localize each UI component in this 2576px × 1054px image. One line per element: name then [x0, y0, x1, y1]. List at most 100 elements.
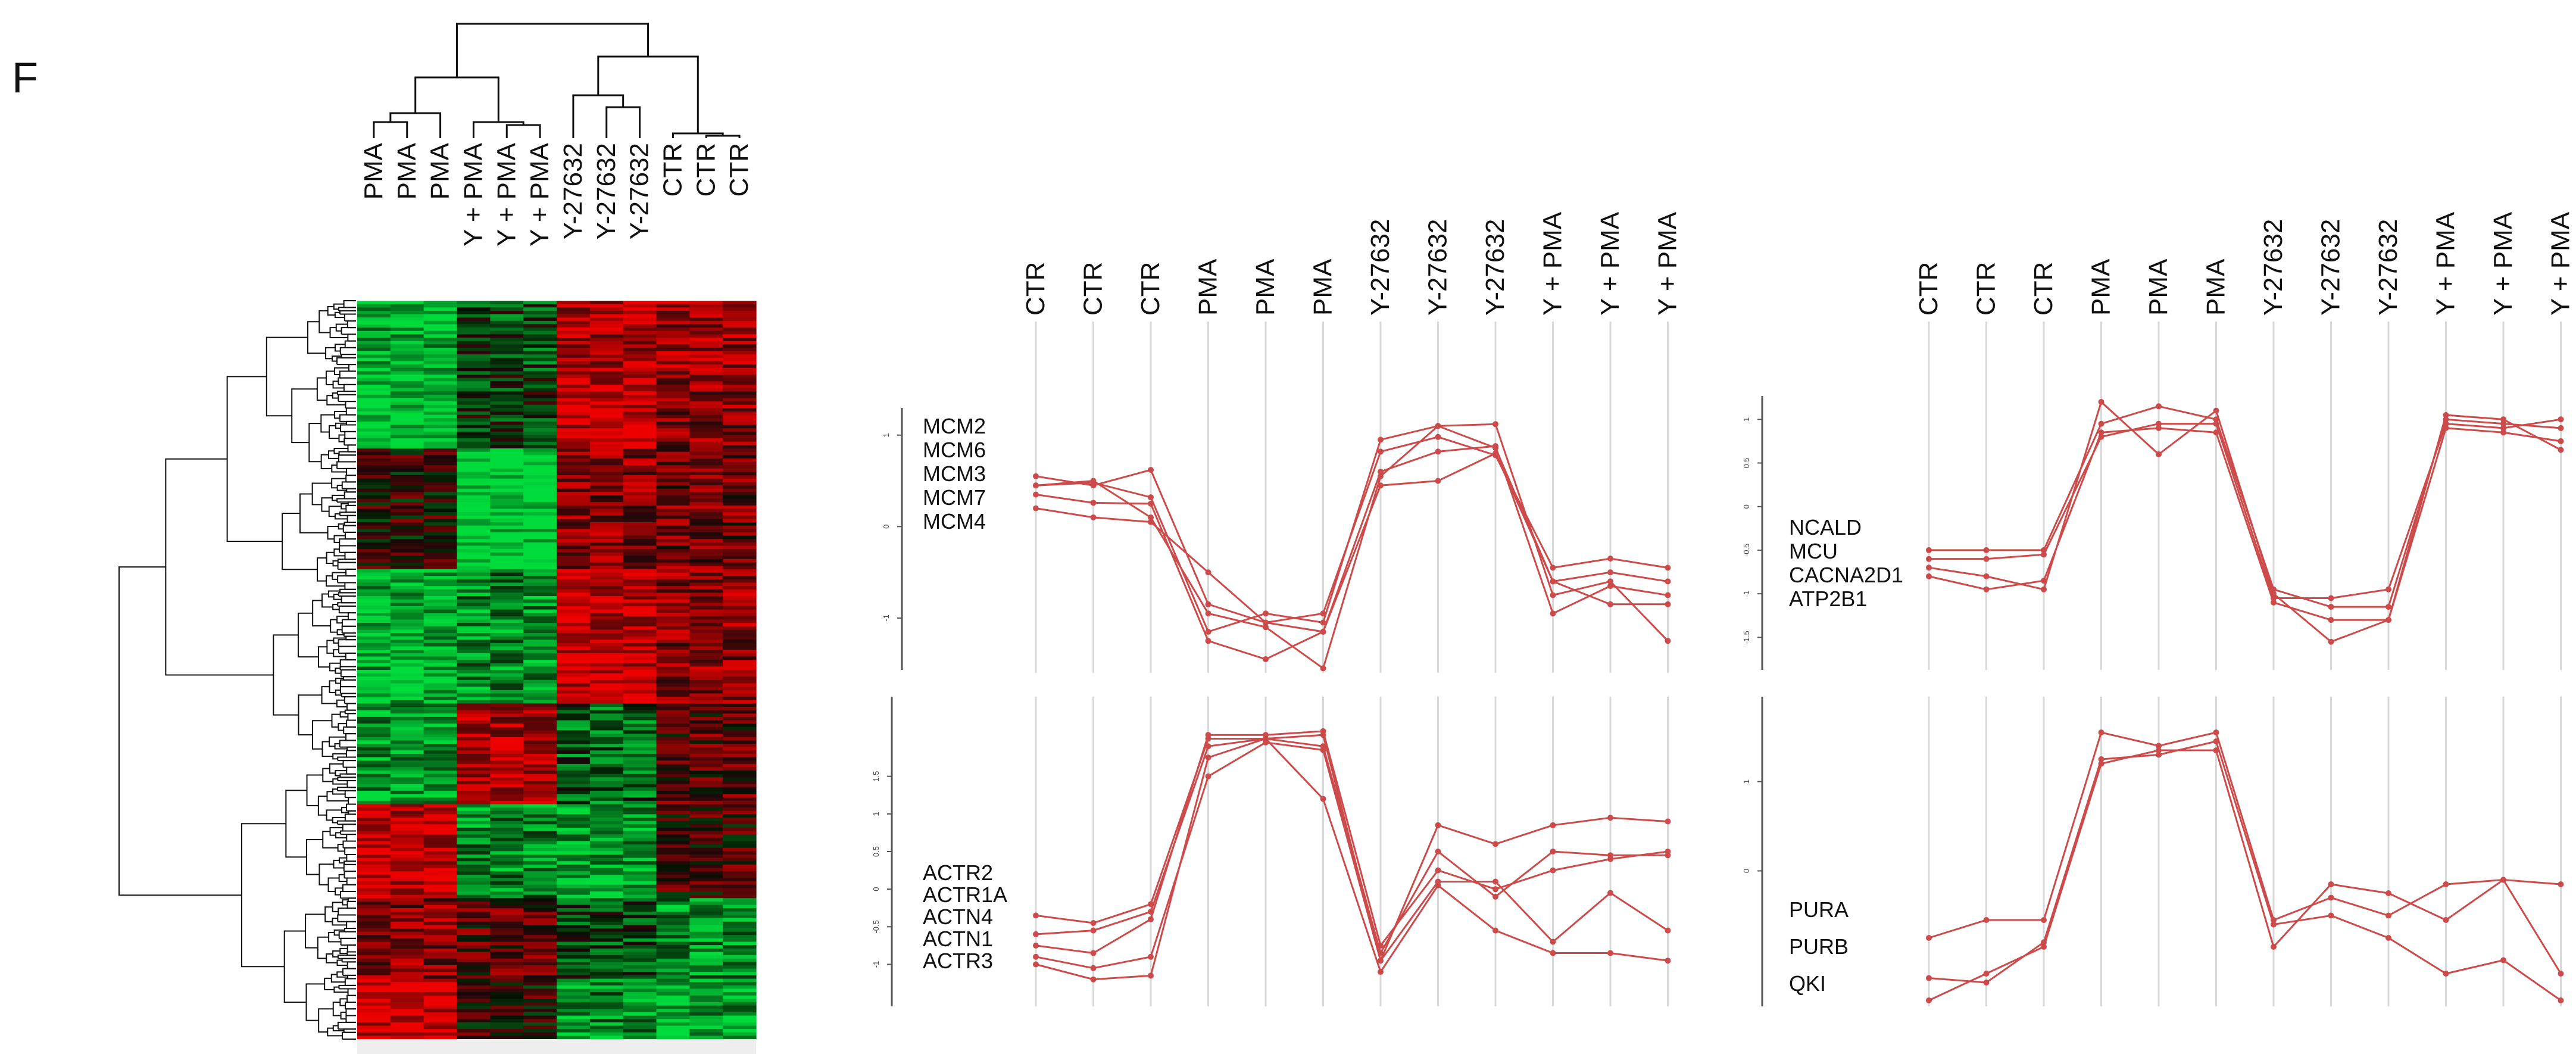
data-point [1148, 953, 1154, 960]
heatmap-cell [723, 603, 757, 607]
heatmap-cell [490, 683, 524, 687]
heatmap-cell [457, 498, 491, 503]
heatmap-cell [523, 794, 557, 798]
heatmap-cell [357, 972, 391, 976]
heatmap-cell [457, 354, 491, 358]
heatmap-cell [523, 569, 557, 573]
heatmap-cell [457, 676, 491, 681]
heatmap-cell [423, 747, 458, 751]
heatmap-cell [523, 757, 557, 761]
heatmap-cell [656, 884, 690, 888]
heatmap-cell [623, 988, 657, 993]
heatmap-cell [523, 975, 557, 980]
heatmap-cell [723, 616, 757, 620]
heatmap-cell [357, 800, 391, 805]
heatmap-cell [723, 448, 757, 453]
heatmap-cell [423, 750, 458, 754]
heatmap-cell [390, 586, 424, 590]
heatmap-cell [656, 586, 690, 590]
gene-label: MCM7 [923, 485, 986, 510]
dendrogram-branch [335, 689, 342, 696]
heatmap-cell [523, 807, 557, 812]
heatmap-cell [357, 995, 391, 999]
heatmap-cell [689, 378, 723, 382]
heatmap-cell [390, 301, 424, 305]
heatmap-cell [357, 948, 391, 953]
data-point [2328, 595, 2334, 601]
heatmap-cell [589, 391, 624, 395]
heatmap-cell [589, 978, 624, 983]
heatmap-cell [623, 707, 657, 711]
dendrogram-branch [285, 790, 307, 858]
dendrogram-branch [344, 847, 356, 855]
heatmap-cell [689, 737, 723, 741]
heatmap-cell [557, 367, 591, 372]
heatmap-cell [390, 304, 424, 308]
heatmap-cell [557, 827, 591, 832]
heatmap-cell [423, 861, 458, 865]
heatmap-cell [589, 938, 624, 943]
heatmap-cell [457, 690, 491, 694]
heatmap-cell [589, 800, 624, 805]
heatmap-cell [623, 713, 657, 718]
heatmap-cell [689, 361, 723, 365]
data-point [2098, 760, 2104, 767]
heatmap-cell [623, 818, 657, 822]
heatmap-cell [589, 864, 624, 869]
heatmap-cell [423, 384, 458, 389]
heatmap-cell [490, 687, 524, 691]
heatmap-cell [423, 441, 458, 445]
heatmap-cell [423, 679, 458, 684]
heatmap-cell [490, 535, 524, 540]
heatmap-cell [357, 364, 391, 369]
data-point [1090, 478, 1097, 484]
heatmap-cell [457, 965, 491, 969]
heatmap-cell [523, 388, 557, 392]
heatmap-cell [423, 317, 458, 322]
heatmap-cell [357, 931, 391, 935]
heatmap-cell [457, 810, 491, 815]
heatmap-cell [656, 351, 690, 355]
data-point [1665, 601, 1671, 607]
heatmap-cell [523, 737, 557, 741]
heatmap-column-label: CTR [658, 143, 687, 197]
heatmap-cell [457, 945, 491, 949]
data-point [1378, 942, 1384, 949]
heatmap-cell [623, 572, 657, 576]
dendrogram-branch [332, 817, 345, 824]
heatmap-cell [656, 1005, 690, 1009]
heatmap-cell [390, 908, 424, 912]
heatmap-cell [490, 301, 524, 305]
heatmap-cell [390, 962, 424, 966]
heatmap-cell [490, 603, 524, 607]
heatmap-cell [689, 700, 723, 704]
data-point [2041, 944, 2047, 950]
data-point [1033, 942, 1039, 949]
heatmap-cell [423, 431, 458, 436]
heatmap-cell [457, 925, 491, 929]
heatmap-cell [723, 915, 757, 919]
heatmap-cell [689, 690, 723, 694]
heatmap-cell [490, 901, 524, 906]
heatmap-cell [723, 750, 757, 754]
heatmap-cell [523, 1002, 557, 1006]
heatmap-cell [423, 921, 458, 925]
heatmap-cell [523, 734, 557, 738]
heatmap-cell [623, 633, 657, 637]
heatmap-cell [390, 371, 424, 375]
heatmap-cell [357, 314, 391, 318]
heatmap-cell [656, 552, 690, 556]
heatmap-cell [656, 710, 690, 714]
heatmap-cell [557, 676, 591, 681]
heatmap-cell [423, 488, 458, 492]
heatmap-cell [723, 357, 757, 362]
dendrogram-branch [346, 467, 356, 476]
heatmap-cell [557, 687, 591, 691]
heatmap-cell [423, 928, 458, 933]
heatmap-cell [623, 810, 657, 815]
heatmap-cell [589, 606, 624, 610]
heatmap-cell [490, 401, 524, 406]
heatmap-cell [557, 965, 591, 969]
heatmap-cell [589, 307, 624, 311]
heatmap-cell [557, 771, 591, 775]
